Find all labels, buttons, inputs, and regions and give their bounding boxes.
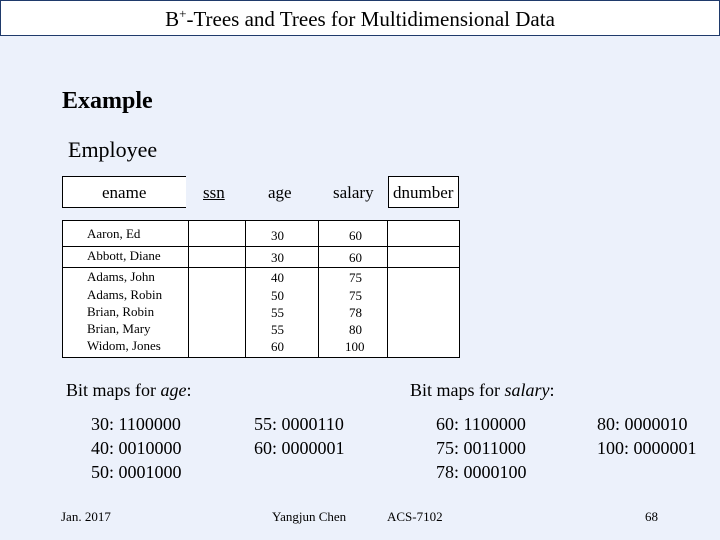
salary-bitmap-entry: 75: 0011000 — [436, 438, 526, 458]
cell-age: 55 — [271, 305, 284, 320]
relation-name: Employee — [68, 137, 158, 162]
column-divider — [245, 221, 246, 357]
page-number: 68 — [645, 509, 658, 524]
dnumber-header-box — [388, 176, 459, 208]
column-header-salary: salary — [333, 183, 374, 202]
footer-date: Jan. 2017 — [61, 509, 111, 524]
footer-course: ACS-7102 — [387, 509, 443, 524]
cell-age: 30 — [271, 228, 284, 243]
column-divider — [188, 221, 189, 357]
age-bitmap-entry: 50: 0001000 — [91, 462, 182, 482]
cell-age: 50 — [271, 288, 284, 303]
cell-salary: 60 — [349, 228, 362, 243]
cell-ename: Adams, John — [87, 269, 155, 284]
cell-age: 30 — [271, 250, 284, 265]
salary-bitmap-heading: Bit maps for salary: — [410, 380, 555, 400]
cell-ename: Widom, Jones — [87, 338, 161, 353]
cell-ename: Aaron, Ed — [87, 226, 141, 241]
column-header-ssn: ssn — [203, 183, 225, 202]
slide-title: B+-Trees and Trees for Multidimensional … — [165, 6, 555, 31]
cell-age: 55 — [271, 322, 284, 337]
row-divider — [63, 246, 459, 247]
cell-salary: 78 — [349, 305, 362, 320]
age-bitmap-heading: Bit maps for age: — [66, 380, 192, 400]
salary-bitmap-entry: 60: 1100000 — [436, 414, 526, 434]
employee-table: Aaron, Ed 30 60 Abbott, Diane 30 60 Adam… — [62, 220, 460, 358]
title-bar: B+-Trees and Trees for Multidimensional … — [0, 0, 720, 36]
column-header-age: age — [268, 183, 292, 202]
row-divider — [63, 267, 459, 268]
column-divider — [318, 221, 319, 357]
cell-age: 60 — [271, 339, 284, 354]
age-bitmap-entry: 55: 0000110 — [254, 414, 344, 434]
salary-bitmap-entry: 78: 0000100 — [436, 462, 527, 482]
salary-bitmap-entry: 80: 0000010 — [597, 414, 688, 434]
cell-salary: 75 — [349, 288, 362, 303]
cell-ename: Brian, Robin — [87, 304, 155, 319]
ename-header-box — [62, 176, 186, 208]
age-bitmap-entry: 30: 1100000 — [91, 414, 181, 434]
column-divider — [387, 221, 388, 357]
cell-ename: Adams, Robin — [87, 287, 163, 302]
cell-salary: 75 — [349, 270, 362, 285]
age-bitmap-entry: 60: 0000001 — [254, 438, 345, 458]
cell-salary: 60 — [349, 250, 362, 265]
footer-author: Yangjun Chen — [272, 509, 347, 524]
column-header-ename: ename — [102, 183, 147, 202]
age-bitmap-entry: 40: 0010000 — [91, 438, 182, 458]
cell-salary: 100 — [345, 339, 365, 354]
cell-age: 40 — [271, 270, 284, 285]
salary-bitmap-entry: 100: 0000001 — [597, 438, 697, 458]
column-header-dnumber: dnumber — [393, 183, 454, 202]
cell-ename: Brian, Mary — [87, 321, 151, 336]
cell-ename: Abbott, Diane — [87, 248, 161, 263]
cell-salary: 80 — [349, 322, 362, 337]
heading-example: Example — [62, 88, 153, 114]
